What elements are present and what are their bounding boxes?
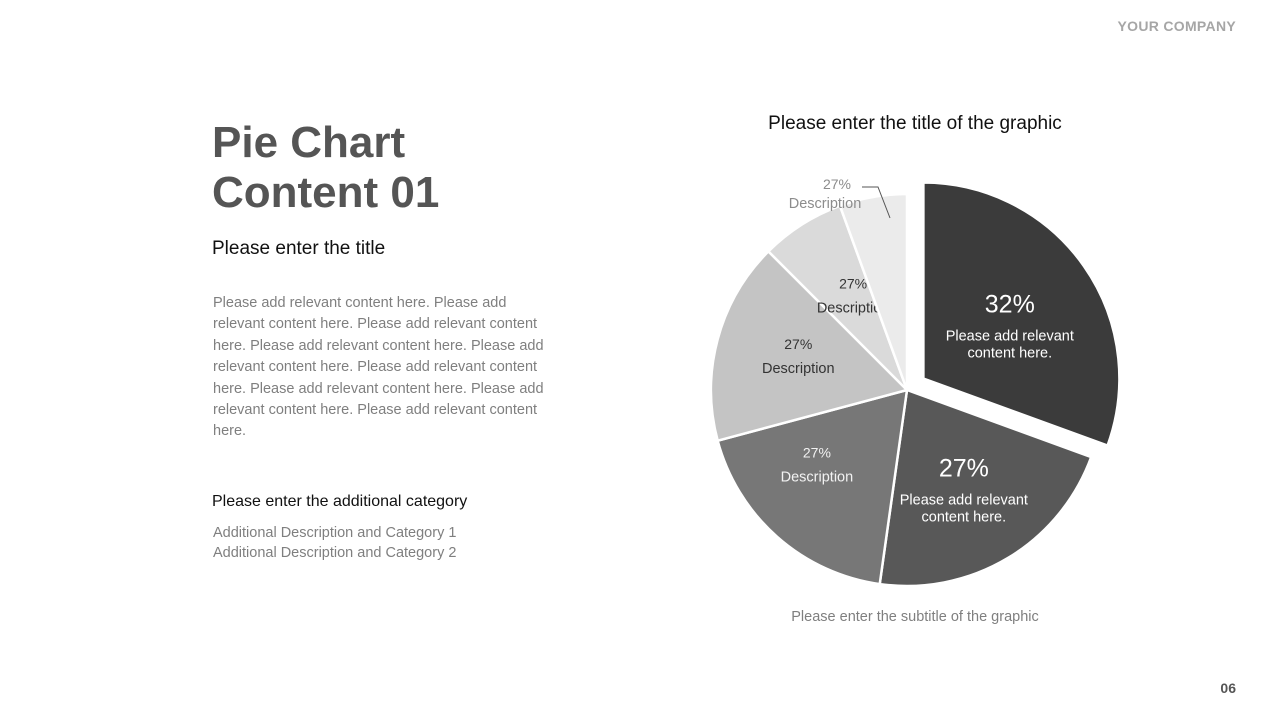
pie-slice-1 [922,181,1121,448]
slice-2-description-line-1: Please add relevant [900,492,1028,508]
slice-2-description-line-2: content here. [922,509,1007,525]
pie-slice-group-4: 27% Description [709,249,910,443]
slice-6-leader-line [862,186,891,219]
slice-2-percent: 27% [939,454,989,482]
pie-slice-2 [878,388,1093,588]
pie-slice-6 [838,192,909,391]
pie-slice-group-6: 27% Description [789,176,909,391]
slice-1-percent: 32% [985,291,1035,319]
slice-6-percent: 27% [823,176,851,192]
slice-3-percent: 27% [803,445,831,461]
slice-5-percent: 27% [839,276,867,292]
additional-category-title: Please enter the additional category [212,493,468,510]
chart-title: Please enter the title of the graphic [768,113,1062,134]
chart-subtitle: Please enter the subtitle of the graphic [791,609,1039,625]
slice-4-percent: 27% [784,336,812,352]
page-title: Pie Chart Content 01 [212,118,440,217]
pie-slice-3 [716,388,909,586]
category-item-2: Additional Description and Category 2 [213,545,457,561]
slice-6-description: Description [789,196,862,212]
slice-5-description: Description [817,301,890,317]
company-name: YOUR COMPANY [1117,18,1236,34]
page-number: 06 [1220,680,1236,696]
pie-slice-group-3: 27% Description [716,388,909,586]
slice-3-description: Description [781,470,854,486]
section-title: Please enter the title [212,238,386,259]
category-list: Additional Description and Category 1 Ad… [213,523,456,563]
slice-1-description-line-2: content here. [967,346,1052,362]
pie-slice-4 [709,249,910,443]
slice-4-description: Description [762,361,835,377]
body-text: Please add relevant content here. Please… [213,295,544,440]
category-item-1: Additional Description and Category 1 [213,525,457,541]
slice-1-description-line-1: Please add relevant [946,329,1074,345]
